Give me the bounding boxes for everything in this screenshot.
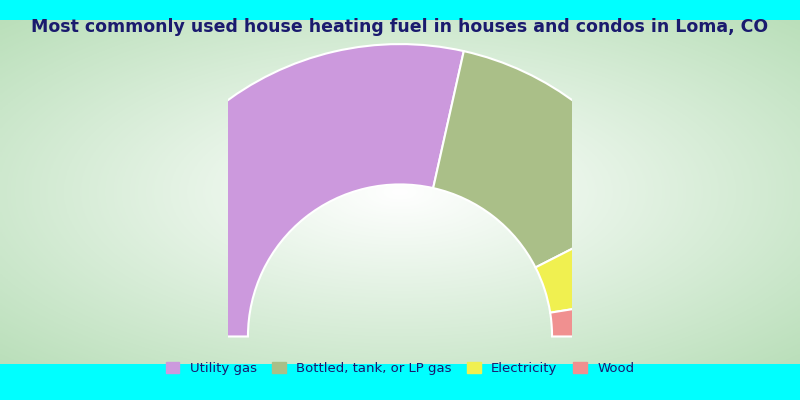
- Wedge shape: [535, 204, 689, 313]
- Wedge shape: [433, 51, 661, 268]
- Legend: Utility gas, Bottled, tank, or LP gas, Electricity, Wood: Utility gas, Bottled, tank, or LP gas, E…: [162, 358, 638, 380]
- Wedge shape: [107, 44, 464, 336]
- Text: Most commonly used house heating fuel in houses and condos in Loma, CO: Most commonly used house heating fuel in…: [31, 18, 769, 36]
- Wedge shape: [550, 291, 693, 336]
